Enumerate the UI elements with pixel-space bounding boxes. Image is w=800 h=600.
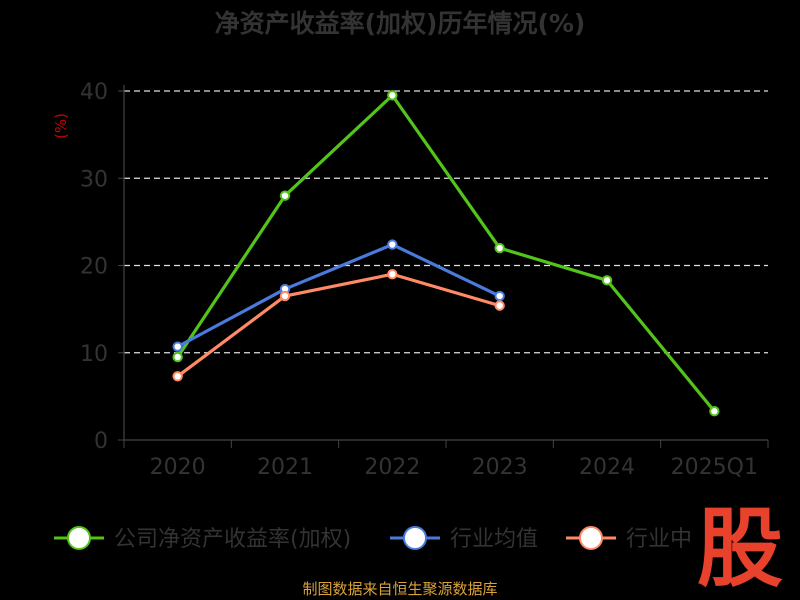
legend-item[interactable]: 行业中 <box>566 526 692 552</box>
x-tick-label: 2025Q1 <box>671 455 758 480</box>
series-line <box>176 242 501 349</box>
legend-marker <box>579 526 603 550</box>
x-tick-label: 2024 <box>579 455 635 480</box>
y-axis-label: (%) <box>52 113 70 139</box>
series-line <box>176 93 716 413</box>
series-2 <box>172 239 505 352</box>
data-point <box>387 239 398 250</box>
legend-item[interactable]: 行业均值 <box>390 526 538 552</box>
data-point <box>172 341 183 352</box>
data-point <box>494 300 505 311</box>
series-line <box>176 272 501 378</box>
legend-label: 行业均值 <box>450 527 538 552</box>
legend-marker <box>403 526 427 550</box>
x-tick-label: 2023 <box>472 455 528 480</box>
data-point <box>172 351 183 363</box>
data-point <box>709 406 720 417</box>
y-tick-label: 40 <box>80 80 108 105</box>
legend-item[interactable]: 公司净资产收益率(加权) <box>54 526 351 552</box>
data-point <box>494 290 505 302</box>
y-tick-label: 30 <box>80 167 108 192</box>
y-tick-label: 10 <box>80 342 108 367</box>
legend-label: 公司净资产收益率(加权) <box>114 527 351 552</box>
data-point <box>387 90 398 101</box>
data-point <box>279 290 291 302</box>
axis-layer: 0 10 20 30 40 2020 2021 2022 2023 2024 2025Q1 <box>80 80 769 480</box>
legend[interactable]: 公司净资产收益率(加权) 行业均值 行业中 <box>54 526 692 552</box>
footer-source: 制图数据来自恒生聚源数据库 <box>302 580 498 598</box>
watermark-text: 股 <box>697 500 783 590</box>
y-tick-label: 20 <box>80 255 108 280</box>
data-point <box>172 371 183 382</box>
series-layer <box>172 90 720 417</box>
x-tick-label: 2021 <box>257 455 313 480</box>
series-3 <box>172 269 505 382</box>
series-1 <box>172 90 720 417</box>
chart-title: 净资产收益率(加权)历年情况(%) <box>215 9 586 38</box>
data-point <box>279 190 291 201</box>
y-tick-label: 0 <box>94 429 108 454</box>
grid-layer <box>124 90 768 354</box>
data-point <box>601 275 613 286</box>
legend-label: 行业中 <box>626 527 692 552</box>
data-point <box>387 269 398 280</box>
data-point <box>494 242 505 254</box>
legend-marker <box>67 526 91 550</box>
x-tick-label: 2020 <box>150 455 206 480</box>
watermark-logo: 股 <box>697 500 783 590</box>
x-tick-label: 2022 <box>364 455 420 480</box>
